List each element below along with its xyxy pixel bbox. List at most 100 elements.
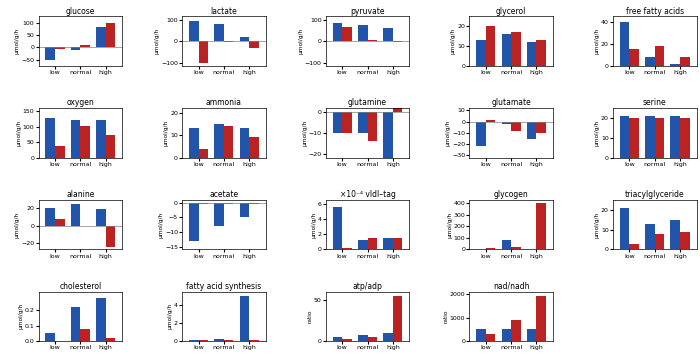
Bar	[645, 116, 654, 158]
Y-axis label: μmol/g/h: μmol/g/h	[451, 28, 456, 54]
Bar	[536, 40, 546, 66]
Bar	[358, 25, 368, 41]
Bar	[189, 203, 199, 241]
Bar	[527, 42, 536, 66]
Bar	[620, 116, 629, 158]
Y-axis label: μmol/g/h: μmol/g/h	[302, 120, 307, 146]
Bar	[55, 47, 64, 49]
Y-axis label: μmol/g/h: μmol/g/h	[167, 303, 173, 330]
Bar	[680, 118, 690, 158]
Title: atp/adp: atp/adp	[353, 282, 382, 291]
Title: free fatty acids: free fatty acids	[626, 7, 684, 16]
Bar	[654, 233, 664, 249]
Title: nad/nadh: nad/nadh	[493, 282, 529, 291]
Y-axis label: μmol/g/h: μmol/g/h	[594, 28, 600, 54]
Bar	[55, 146, 64, 158]
Bar	[332, 112, 342, 133]
Y-axis label: μmol/g/h: μmol/g/h	[155, 28, 160, 54]
Y-axis label: μmol/g/h: μmol/g/h	[18, 303, 23, 330]
Bar	[224, 203, 234, 204]
Bar	[629, 118, 639, 158]
Bar	[358, 112, 368, 133]
Bar	[214, 124, 224, 158]
Bar	[680, 232, 690, 249]
Y-axis label: μmol/g/h: μmol/g/h	[312, 212, 316, 238]
Bar	[199, 340, 208, 341]
Bar	[486, 121, 496, 122]
Bar	[71, 121, 80, 158]
Y-axis label: μmol/g/h: μmol/g/h	[594, 120, 600, 146]
Bar	[71, 47, 80, 50]
Bar	[383, 238, 393, 249]
Title: lactate: lactate	[211, 7, 237, 16]
Y-axis label: μmol/g/h: μmol/g/h	[15, 212, 20, 238]
Bar	[620, 208, 629, 249]
Bar	[358, 240, 368, 249]
Y-axis label: μmol/g/h: μmol/g/h	[447, 212, 452, 238]
Bar	[249, 340, 259, 341]
Bar	[71, 204, 80, 225]
Bar	[46, 47, 55, 60]
Bar	[46, 334, 55, 341]
Bar	[332, 23, 342, 41]
Bar	[239, 37, 249, 41]
Bar	[368, 112, 377, 141]
Bar	[620, 22, 629, 66]
Bar	[527, 329, 536, 341]
Bar	[106, 225, 116, 247]
Bar	[393, 75, 402, 112]
Bar	[368, 337, 377, 341]
Bar	[224, 41, 234, 42]
Y-axis label: μmol/g/h: μmol/g/h	[159, 212, 164, 238]
Bar	[671, 220, 680, 249]
Bar	[96, 298, 106, 341]
Bar	[214, 339, 224, 341]
Bar	[80, 45, 90, 47]
Bar	[501, 240, 511, 249]
Bar	[671, 116, 680, 158]
Bar	[342, 112, 352, 133]
Bar	[511, 32, 521, 66]
Bar	[501, 34, 511, 66]
Bar	[199, 149, 208, 158]
Bar	[393, 296, 402, 341]
Bar	[358, 335, 368, 341]
Bar	[486, 248, 496, 249]
Bar	[393, 238, 402, 249]
Bar	[342, 27, 352, 41]
Title: glucose: glucose	[66, 7, 95, 16]
Bar	[80, 225, 90, 227]
Bar	[96, 121, 106, 158]
Title: serine: serine	[643, 98, 666, 107]
Bar	[501, 329, 511, 341]
Bar	[486, 334, 496, 341]
Bar	[368, 238, 377, 249]
Bar	[486, 26, 496, 66]
Y-axis label: μmol/g/h: μmol/g/h	[15, 28, 20, 54]
Title: glycerol: glycerol	[496, 7, 526, 16]
Bar	[680, 57, 690, 66]
Bar	[476, 40, 486, 66]
Bar	[536, 122, 546, 133]
Bar	[189, 21, 199, 41]
Y-axis label: μmol/g/h: μmol/g/h	[16, 120, 21, 146]
Bar	[536, 296, 546, 341]
Title: triacylglyceride: triacylglyceride	[625, 190, 685, 199]
Y-axis label: μmol/g/h: μmol/g/h	[164, 120, 169, 146]
Bar	[536, 203, 546, 249]
Title: glutamine: glutamine	[348, 98, 387, 107]
Title: fatty acid synthesis: fatty acid synthesis	[186, 282, 262, 291]
Bar	[383, 28, 393, 41]
Bar	[654, 46, 664, 66]
Bar	[80, 126, 90, 158]
Bar	[476, 329, 486, 341]
Bar	[199, 203, 208, 204]
Y-axis label: μmol/g/h: μmol/g/h	[298, 28, 303, 54]
Title: alanine: alanine	[66, 190, 94, 199]
Bar	[214, 203, 224, 226]
Title: cholesterol: cholesterol	[59, 282, 102, 291]
Bar	[629, 244, 639, 249]
Bar	[249, 41, 259, 48]
Title: pyruvate: pyruvate	[350, 7, 385, 16]
Bar	[239, 129, 249, 158]
